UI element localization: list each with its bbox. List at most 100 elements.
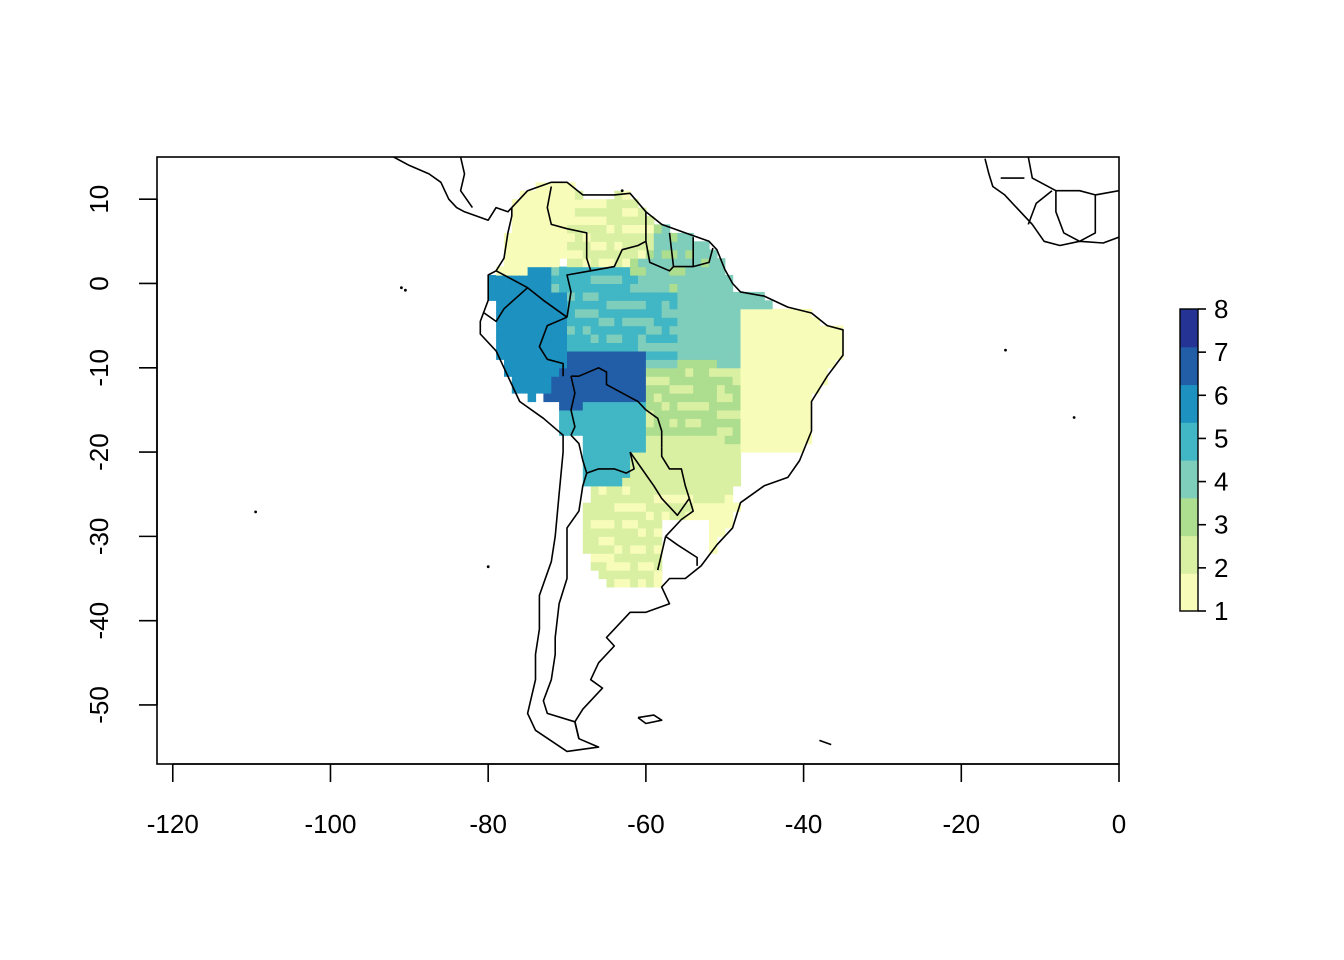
raster-cell xyxy=(756,359,765,369)
raster-cell xyxy=(748,334,757,343)
raster-cell xyxy=(527,291,537,301)
raster-cell xyxy=(653,418,663,428)
raster-cell xyxy=(574,199,584,209)
raster-cell xyxy=(590,393,600,403)
raster-cell xyxy=(630,393,639,403)
raster-cell xyxy=(511,224,521,234)
raster-cell xyxy=(795,384,805,394)
raster-cell xyxy=(496,275,505,284)
raster-cell xyxy=(701,376,710,386)
raster-cell xyxy=(630,207,639,217)
raster-cell xyxy=(748,443,757,453)
raster-cell xyxy=(772,334,781,343)
raster-cell xyxy=(653,460,663,470)
raster-cell xyxy=(590,502,600,512)
raster-cell xyxy=(543,258,552,268)
border-paraguay-brazil xyxy=(660,447,691,499)
raster-cell xyxy=(622,443,631,453)
raster-cell xyxy=(551,275,560,284)
raster-cell xyxy=(622,570,631,580)
raster-cell xyxy=(653,266,663,276)
island-dot xyxy=(486,565,490,569)
raster-cell xyxy=(693,249,702,259)
raster-cell xyxy=(574,376,584,386)
raster-cell xyxy=(701,511,710,521)
raster-cell xyxy=(527,342,537,352)
raster-cell xyxy=(622,578,631,588)
raster-cell xyxy=(772,401,781,411)
raster-cell xyxy=(811,376,820,386)
raster-cell xyxy=(582,199,592,209)
raster-cell xyxy=(677,460,686,470)
raster-cell xyxy=(677,283,686,293)
raster-cell xyxy=(559,393,568,403)
raster-cell xyxy=(724,376,734,386)
raster-layer xyxy=(488,182,844,588)
raster-cell xyxy=(772,359,781,369)
raster-cell xyxy=(787,350,797,360)
raster-cell xyxy=(519,291,529,301)
raster-cell xyxy=(551,232,560,242)
raster-cell xyxy=(661,291,671,301)
raster-cell xyxy=(551,393,560,403)
raster-cell xyxy=(574,409,584,419)
raster-cell xyxy=(677,494,686,504)
raster-cell xyxy=(677,325,686,335)
raster-cell xyxy=(590,384,600,394)
raster-cell xyxy=(701,350,710,360)
raster-cell xyxy=(685,342,694,352)
legend-swatch xyxy=(1180,309,1198,348)
raster-cell xyxy=(693,367,702,377)
raster-cell xyxy=(582,359,592,369)
raster-cell xyxy=(669,300,678,310)
raster-cell xyxy=(614,527,623,537)
raster-cell xyxy=(527,334,537,343)
raster-cell xyxy=(606,308,615,318)
raster-cell xyxy=(543,317,552,327)
raster-cell xyxy=(685,308,694,318)
raster-cell xyxy=(606,536,615,546)
raster-cell xyxy=(519,359,529,369)
raster-cell xyxy=(543,359,552,369)
raster-cell xyxy=(567,418,576,428)
raster-cell xyxy=(559,182,568,192)
raster-cell xyxy=(701,485,710,495)
raster-cell xyxy=(606,418,615,428)
raster-cell xyxy=(677,367,686,377)
raster-cell xyxy=(764,350,773,360)
raster-cell xyxy=(504,291,513,301)
raster-cell xyxy=(724,435,734,445)
raster-cell xyxy=(622,435,631,445)
y-axis: 10 0 -10 -20 -30 -40 -50 xyxy=(84,185,158,724)
raster-cell xyxy=(709,283,718,293)
raster-cell xyxy=(661,409,671,419)
raster-cell xyxy=(630,426,639,436)
raster-cell xyxy=(653,300,663,310)
raster-cell xyxy=(504,266,513,276)
raster-cell xyxy=(709,308,718,318)
raster-cell xyxy=(835,334,844,343)
raster-cell xyxy=(835,350,844,360)
raster-cell xyxy=(645,536,655,546)
raster-cell xyxy=(724,418,734,428)
raster-cell xyxy=(748,350,757,360)
raster-cell xyxy=(638,477,647,487)
raster-cell xyxy=(638,418,647,428)
raster-cell xyxy=(685,300,694,310)
raster-cell xyxy=(543,216,552,225)
raster-cell xyxy=(574,241,584,251)
raster-cell xyxy=(803,367,813,377)
raster-cell xyxy=(764,359,773,369)
raster-cell xyxy=(582,511,592,521)
raster-cell xyxy=(606,511,615,521)
raster-cell xyxy=(488,283,497,293)
raster-cell xyxy=(590,207,600,217)
raster-cell xyxy=(590,308,600,318)
raster-cell xyxy=(519,207,529,217)
raster-cell xyxy=(693,317,702,327)
raster-cell xyxy=(661,359,671,369)
raster-cell xyxy=(582,216,592,225)
raster-cell xyxy=(598,511,608,521)
raster-cell xyxy=(551,308,560,318)
raster-cell xyxy=(606,266,615,276)
